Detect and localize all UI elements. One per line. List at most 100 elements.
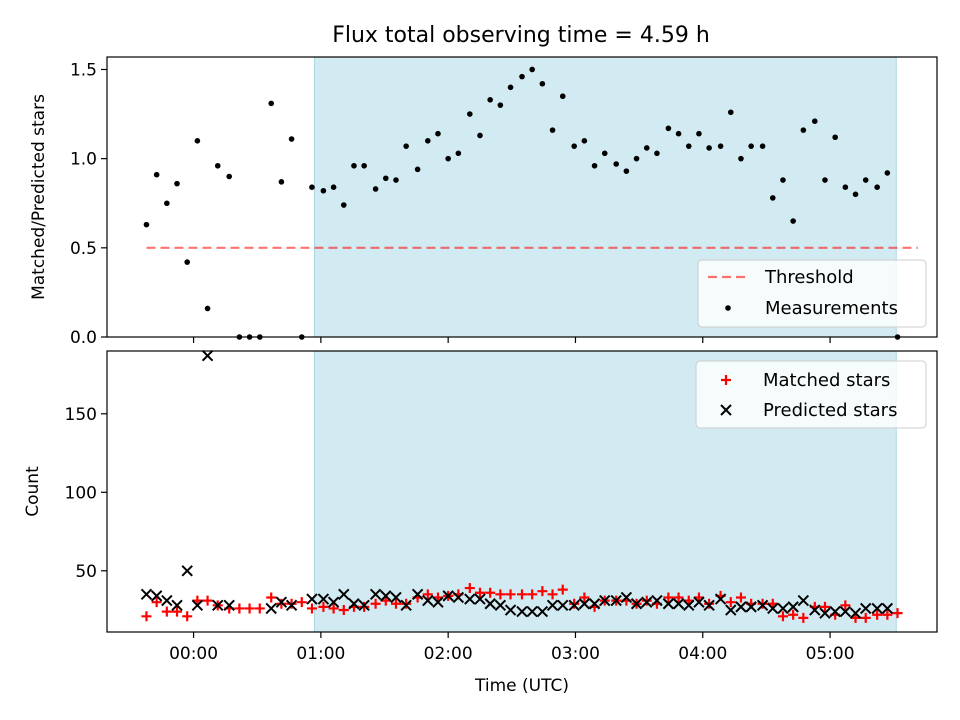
legend-threshold-label: Threshold	[764, 267, 854, 288]
predicted-stars-point	[285, 599, 298, 612]
matched-stars-point	[673, 592, 684, 603]
predicted-stars-point	[422, 594, 434, 607]
measurement-point	[696, 130, 702, 137]
matched-stars-point	[422, 589, 433, 600]
matched-stars-point	[892, 608, 903, 619]
predicted-stars-point	[557, 599, 569, 612]
measurement-point	[309, 184, 315, 190]
predicted-stars-point	[306, 593, 318, 605]
matched-stars-point	[464, 583, 475, 594]
measurement-point	[414, 166, 421, 173]
predicted-stars-point	[860, 602, 872, 615]
measurement-point	[268, 100, 275, 107]
matched-stars-point	[234, 603, 245, 614]
measurement-point	[288, 136, 295, 142]
measurement-point	[780, 177, 786, 183]
predicted-stars-point	[504, 604, 517, 616]
predicted-stars-point	[140, 588, 153, 601]
axes-frame	[106, 350, 938, 633]
matched-stars-point	[244, 603, 255, 614]
measurement-point	[455, 150, 462, 157]
measurement-point	[643, 145, 650, 151]
predicted-stars-point	[191, 599, 204, 612]
matched-stars-point	[704, 598, 715, 609]
measurement-point	[487, 97, 493, 103]
predicted-stars-point	[651, 594, 663, 607]
predicted-stars-point	[452, 591, 465, 604]
measurement-point	[467, 111, 473, 117]
measurement-point	[497, 102, 504, 108]
measurement-point	[852, 191, 859, 198]
legend-box	[695, 360, 927, 429]
legend-predicted-swatch	[720, 404, 732, 416]
matched-stars-point	[254, 603, 265, 614]
predicted-stars-point	[327, 596, 340, 608]
predicted-stars-point	[484, 598, 496, 610]
predicted-stars-point	[839, 605, 852, 618]
predicted-stars-point	[819, 607, 831, 619]
predicted-stars-point	[849, 607, 862, 619]
x-tick-label: 00:00	[169, 644, 218, 664]
matched-stars-point	[474, 587, 485, 598]
predicted-stars-point	[777, 602, 789, 615]
predicted-stars-point	[181, 565, 193, 577]
predicted-stars-point	[464, 593, 476, 605]
measurement-point	[549, 127, 556, 133]
measurement-point	[529, 66, 535, 73]
matched-stars-point	[276, 598, 287, 609]
predicted-stars-point	[536, 605, 549, 618]
predicted-stars-point	[358, 599, 370, 612]
measurement-point	[424, 138, 431, 144]
legend-matched-label: Matched stars	[763, 370, 890, 391]
predicted-stars-point	[809, 604, 821, 616]
matched-stars-point	[735, 592, 746, 603]
measurement-point	[571, 143, 577, 149]
measurement-point	[184, 259, 190, 265]
predicted-stars-point	[693, 596, 705, 608]
measurement-point	[164, 200, 170, 207]
matched-stars-point	[401, 598, 412, 609]
predicted-stars-point	[411, 588, 424, 601]
predicted-stars-point	[516, 605, 528, 618]
measurement-point	[194, 138, 201, 144]
measurement-point	[685, 143, 692, 149]
matched-stars-point	[266, 592, 277, 603]
matched-stars-point	[569, 598, 580, 609]
x-tick-label: 05:00	[806, 644, 855, 664]
measurement-point	[204, 305, 211, 312]
y-tick-label: 100	[65, 483, 97, 503]
predicted-stars-point	[546, 599, 559, 612]
predicted-stars-point	[201, 350, 214, 362]
predicted-stars-point	[317, 593, 330, 605]
measurement-point	[738, 155, 744, 162]
measurement-point	[613, 161, 620, 167]
matched-stars-point	[202, 595, 213, 606]
measurement-point	[559, 93, 566, 100]
matched-stars-point	[306, 603, 317, 614]
predicted-stars-point	[871, 602, 883, 615]
predicted-stars-point	[494, 599, 507, 612]
matched-stars-point	[296, 597, 307, 608]
legend-measurements-label: Measurements	[765, 298, 898, 319]
measurement-point	[790, 218, 796, 224]
y-axis-label: Matched/Predicted stars	[29, 94, 49, 300]
measurement-point	[507, 84, 514, 91]
measurement-point	[382, 175, 389, 182]
predicted-stars-point	[630, 598, 643, 610]
matched-stars-point	[788, 609, 799, 620]
measurement-point	[435, 130, 441, 137]
predicted-stars-point	[568, 599, 580, 612]
predicted-stars-point	[265, 602, 277, 615]
matched-stars-point	[798, 612, 809, 623]
ratio-panel: 0.0 0.5 1.0 1.5 Matched/Predicted stars Thres…	[29, 56, 938, 348]
matched-stars-point	[882, 609, 893, 620]
predicted-stars-point	[390, 591, 402, 604]
predicted-stars-point	[683, 599, 695, 612]
measurement-point	[403, 143, 409, 149]
measurement-point	[727, 109, 734, 116]
predicted-stars-point	[275, 596, 288, 608]
predicted-stars-point	[223, 599, 235, 612]
measurement-point	[361, 162, 367, 169]
measurement-point	[811, 118, 818, 125]
measurement-point	[623, 168, 630, 174]
